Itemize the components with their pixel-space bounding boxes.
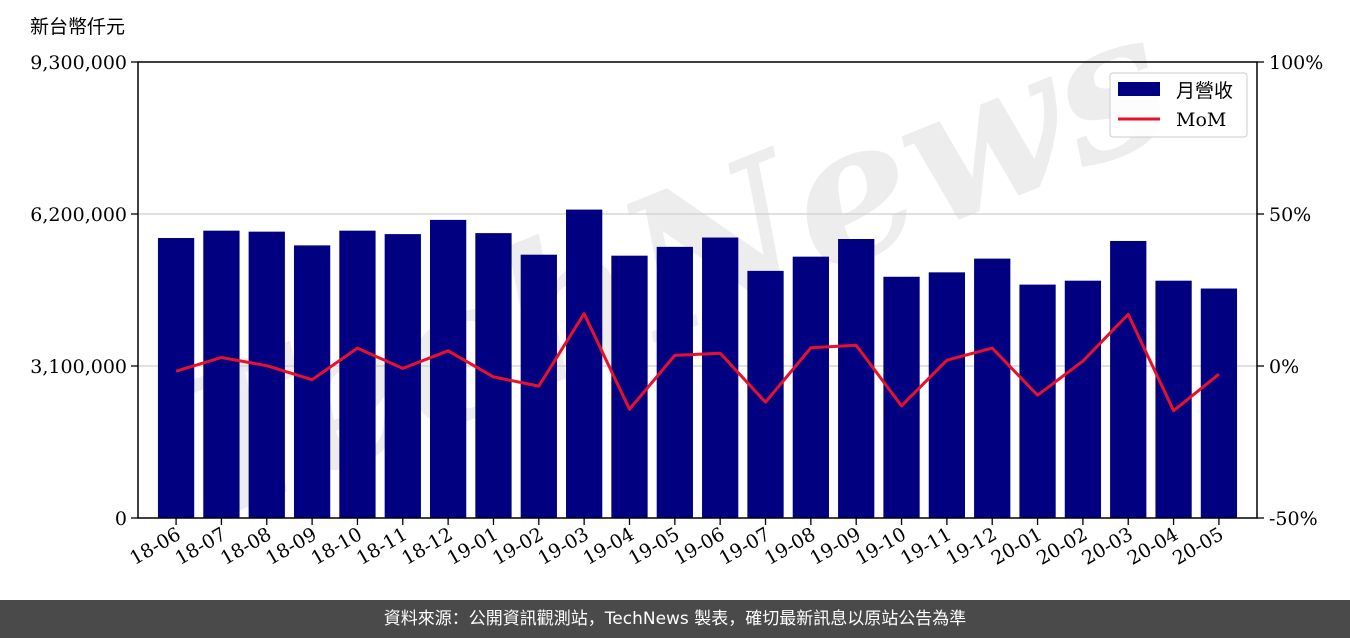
bar-19-08 (792, 256, 829, 518)
x-tick-label-19-02: 19-02 (489, 523, 547, 569)
source-footer: 資料來源：公開資訊觀測站，TechNews 製表，確切最新訊息以原站公告為準 (0, 600, 1350, 638)
x-tick-label-20-05: 20-05 (1169, 523, 1227, 569)
bar-18-08 (248, 231, 285, 518)
y-right-tick-label-2: 50% (1269, 204, 1311, 226)
bar-18-10 (339, 230, 376, 519)
bar-18-07 (203, 230, 240, 519)
bar-20-05 (1200, 288, 1238, 518)
x-tick-label-18-11: 18-11 (353, 523, 411, 569)
plot-border (137, 61, 1258, 519)
mom-line (175, 312, 1220, 413)
bar-18-06 (157, 238, 195, 518)
bar-19-12 (974, 258, 1011, 518)
mom-polyline (175, 312, 1220, 413)
x-tick-label-18-12: 18-12 (398, 523, 456, 569)
chart-svg: TechNews 03,100,0006,200,0009,300,000-50… (30, 0, 1323, 570)
y-axis-unit-label: 新台幣仟元 (30, 16, 125, 38)
bar-19-03 (566, 209, 603, 518)
x-tick-label-20-03: 20-03 (1078, 523, 1136, 569)
bar-20-02 (1064, 280, 1102, 518)
x-tick-label-19-07: 19-07 (716, 523, 774, 569)
bar-19-11 (928, 272, 966, 518)
bar-20-01 (1019, 284, 1056, 518)
y-right-tick-label-3: 100% (1269, 52, 1323, 74)
x-tick-label-19-10: 19-10 (852, 523, 910, 569)
x-tick-label-19-11: 19-11 (897, 523, 955, 569)
source-footer-text: 資料來源：公開資訊觀測站，TechNews 製表，確切最新訊息以原站公告為準 (383, 609, 967, 629)
legend: 月營收 MoM (1109, 72, 1248, 138)
x-tick-label-19-04: 19-04 (580, 523, 638, 569)
x-tick-label-19-01: 19-01 (444, 523, 502, 569)
x-tick-label-19-06: 19-06 (670, 523, 728, 569)
x-tick-label-19-09: 19-09 (806, 523, 864, 569)
bar-18-12 (429, 219, 467, 519)
y-left-tick-label-3: 9,300,000 (30, 52, 127, 74)
plot-frame (137, 61, 1258, 519)
bar-19-05 (656, 246, 693, 518)
x-tick-label-19-12: 19-12 (942, 523, 1000, 569)
x-tick-label-18-10: 18-10 (308, 523, 366, 569)
legend-swatch-bar (1118, 82, 1160, 96)
bar-20-03 (1110, 240, 1147, 518)
revenue-chart: TechNews 03,100,0006,200,0009,300,000-50… (30, 0, 1323, 570)
x-tick-label-19-05: 19-05 (625, 523, 683, 569)
bar-19-04 (611, 255, 648, 518)
x-tick-label-18-06: 18-06 (126, 523, 184, 569)
y-left-tick-label-1: 3,100,000 (30, 356, 127, 378)
bar-18-11 (384, 234, 421, 519)
bar-18-09 (293, 245, 331, 518)
y-right-tick-label-1: 0% (1269, 356, 1299, 378)
y-left-tick-label-0: 0 (115, 508, 127, 530)
y-left-tick-label-2: 6,200,000 (30, 204, 127, 226)
x-tick-label-19-03: 19-03 (534, 523, 592, 569)
bar-19-07 (747, 270, 784, 518)
y-right-tick-label-0: -50% (1269, 508, 1318, 530)
bar-19-06 (702, 237, 739, 519)
legend-label-bar: 月營收 (1176, 80, 1233, 102)
bar-19-10 (883, 276, 920, 518)
x-tick-label-20-01: 20-01 (988, 523, 1046, 569)
bar-19-09 (838, 239, 875, 518)
x-tick-label-20-02: 20-02 (1033, 523, 1091, 569)
legend-label-line: MoM (1176, 109, 1226, 131)
x-tick-label-20-04: 20-04 (1124, 523, 1182, 569)
x-tick-label-19-08: 19-08 (761, 523, 819, 569)
bars (157, 209, 1238, 519)
